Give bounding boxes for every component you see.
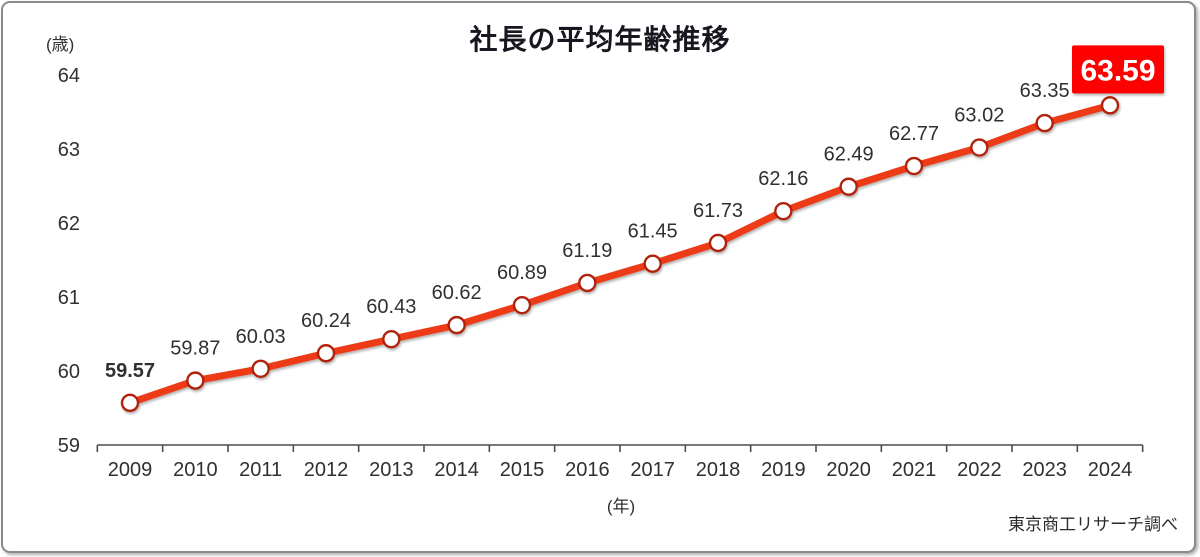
data-point-marker xyxy=(447,315,466,335)
x-axis-label: 2020 xyxy=(826,459,871,481)
data-point-label: 60.89 xyxy=(497,262,547,284)
data-point-marker xyxy=(316,344,336,363)
data-point-marker xyxy=(120,393,140,413)
x-axis-label: 2017 xyxy=(630,459,675,481)
y-axis-label: 63 xyxy=(58,139,80,161)
data-point-label: 61.73 xyxy=(693,200,743,222)
x-axis-label: 2013 xyxy=(369,459,414,481)
max-value-badge xyxy=(1071,45,1164,94)
data-point-label: 61.45 xyxy=(628,221,678,243)
max-value-badge-label: 63.59 xyxy=(1080,54,1155,87)
x-axis-label: 2011 xyxy=(239,459,282,481)
y-axis-label: 59 xyxy=(58,435,80,457)
data-point-marker xyxy=(708,233,728,253)
data-point-label: 59.57 xyxy=(105,360,155,382)
y-axis-label: 60 xyxy=(58,361,80,383)
x-axis-label: 2016 xyxy=(565,459,610,481)
x-axis-label: 2009 xyxy=(108,459,153,481)
data-point-label: 62.16 xyxy=(758,168,808,190)
data-point-marker xyxy=(512,295,532,315)
data-point-label: 60.03 xyxy=(236,326,286,348)
data-point-marker xyxy=(774,201,793,221)
chart-title: 社長の平均年齢推移 xyxy=(469,24,731,55)
data-point-marker xyxy=(1035,113,1054,133)
data-point-marker xyxy=(904,156,924,176)
source-attribution: 東京商工リサーチ調べ xyxy=(1008,515,1178,534)
x-axis-label: 2010 xyxy=(173,459,218,481)
data-point-label: 60.62 xyxy=(432,282,482,304)
trend-line xyxy=(128,101,1111,407)
x-axis-label: 2018 xyxy=(696,459,741,481)
x-axis-label: 2012 xyxy=(304,459,349,481)
x-axis-label: 2024 xyxy=(1088,459,1133,481)
x-axis-label: 2023 xyxy=(1022,459,1067,481)
data-point-label: 59.87 xyxy=(170,338,220,360)
y-axis-label: 62 xyxy=(58,213,80,235)
data-point-label: 60.24 xyxy=(301,310,351,332)
x-axis-label: 2014 xyxy=(434,459,479,481)
data-point-marker xyxy=(251,359,270,378)
data-point-marker xyxy=(578,273,597,293)
data-point-marker xyxy=(382,329,401,349)
y-axis-label: 64 xyxy=(58,65,80,87)
data-point-marker xyxy=(186,371,205,390)
x-axis-unit-label: (年) xyxy=(606,497,636,516)
data-point-label: 60.43 xyxy=(366,296,416,318)
x-axis-label: 2021 xyxy=(892,459,937,481)
data-point-marker xyxy=(970,138,989,157)
data-point-marker xyxy=(839,177,858,196)
x-axis-label: 2019 xyxy=(761,459,806,481)
y-axis-unit-label: (歳) xyxy=(46,35,75,54)
data-point-label: 62.49 xyxy=(824,144,874,166)
data-point-marker xyxy=(643,254,662,273)
data-point-label: 63.35 xyxy=(1020,80,1070,102)
data-point-label: 63.02 xyxy=(954,105,1004,127)
x-axis-label: 2015 xyxy=(500,459,545,481)
data-point-marker xyxy=(1100,96,1120,115)
series-average-age xyxy=(120,96,1120,413)
y-axis-label: 61 xyxy=(58,287,80,309)
x-axis-label: 2022 xyxy=(957,459,1002,481)
data-point-label: 61.19 xyxy=(562,240,612,262)
data-point-label: 62.77 xyxy=(889,123,939,145)
